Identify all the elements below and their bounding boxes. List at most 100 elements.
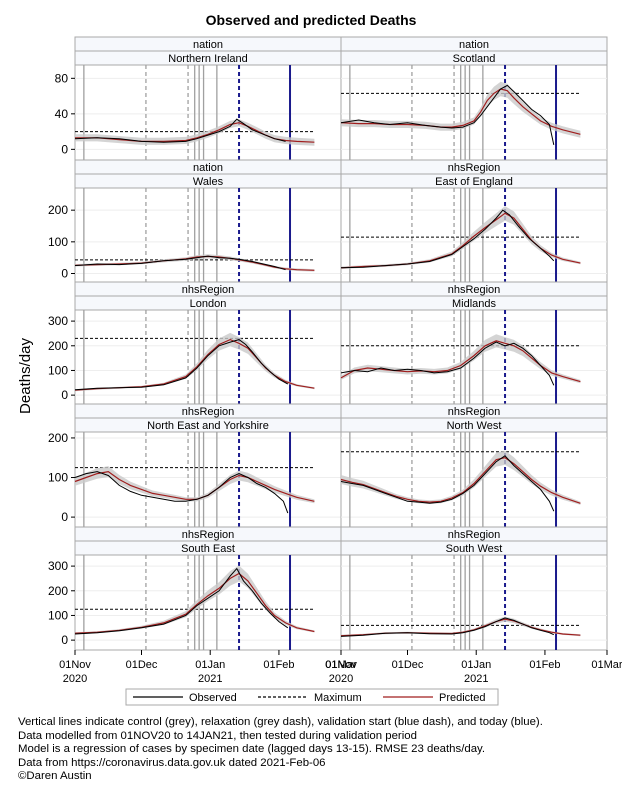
footer-line-copyright: ©Daren Austin	[18, 770, 92, 783]
panel-group-label: nation	[193, 39, 223, 51]
observed-line	[74, 118, 286, 143]
panel-name-label: Midlands	[452, 298, 497, 310]
y-tick-label: 200	[48, 584, 68, 598]
x-tick-year: 2021	[464, 673, 488, 685]
panel-group-label: nhsRegion	[182, 529, 235, 541]
x-tick-year: 2020	[63, 673, 87, 685]
panel-name-label: Northern Ireland	[168, 53, 248, 65]
panel-north-east-and-yorkshire: nhsRegion North East and Yorkshire 0 100 200	[48, 403, 342, 528]
y-tick-label: 80	[55, 71, 69, 85]
y-tick-label: 200	[48, 203, 68, 217]
observed-line	[340, 455, 555, 512]
prediction-band	[75, 466, 315, 504]
y-tick-label: 0	[61, 142, 68, 156]
panel-plot-frame	[74, 64, 342, 161]
observed-line	[340, 341, 555, 386]
chart-title: Observed and predicted Deaths	[206, 12, 417, 28]
footer-line-data-source: Data from https://coronavirus.data.gov.u…	[18, 756, 326, 769]
panel-name-label: Wales	[193, 176, 224, 188]
y-tick-label: 100	[48, 608, 68, 622]
panel-name-label: South West	[446, 543, 503, 555]
footer-line-vertical-lines: Vertical lines indicate control (grey), …	[18, 716, 543, 728]
panel-plot-frame	[74, 554, 342, 651]
y-tick-label: 100	[48, 363, 68, 377]
panel-east-of-england: nhsRegion East of England	[340, 159, 608, 284]
panel-south-west: nhsRegion South West	[340, 526, 608, 651]
panel-scotland: nation Scotland	[340, 36, 608, 161]
prediction-band	[341, 616, 581, 637]
panel-name-label: East of England	[435, 176, 513, 188]
x-tick-label: 01Nov	[325, 659, 357, 671]
x-tick-label: 01Mar	[325, 659, 357, 671]
panel-name-label: Scotland	[453, 53, 496, 65]
panel-name-label: London	[190, 298, 227, 310]
y-tick-label: 0	[61, 510, 68, 524]
x-axis-col-1: 01Nov 2020 01Dec 01Jan 2021 01Feb 01Mar	[59, 650, 357, 685]
legend-label: Observed	[189, 692, 237, 704]
y-tick-label: 100	[48, 471, 68, 485]
panel-name-label: North West	[447, 420, 502, 432]
y-tick-label: 200	[48, 339, 68, 353]
panel-group-label: nhsRegion	[448, 529, 501, 541]
y-axis-label: Deaths/day	[17, 338, 34, 414]
panel-london: nhsRegion London 0 100 200 300	[48, 281, 342, 406]
panel-plot-frame	[340, 64, 608, 161]
x-tick-year: 2021	[198, 673, 222, 685]
panel-name-label: South East	[181, 543, 235, 555]
observed-line	[74, 255, 286, 271]
y-tick-label: 100	[48, 235, 68, 249]
panel-group-label: nhsRegion	[182, 406, 235, 418]
panel-group-label: nhsRegion	[448, 284, 501, 296]
panel-group-label: nhsRegion	[448, 406, 501, 418]
observed-line	[340, 84, 555, 146]
x-tick-label: 01Jan	[461, 659, 491, 671]
prediction-band	[341, 206, 581, 270]
x-tick-year: 2020	[329, 673, 353, 685]
panel-midlands: nhsRegion Midlands	[340, 281, 608, 406]
panel-group-label: nation	[459, 39, 489, 51]
panel-south-east: nhsRegion South East 0 100 200 300	[48, 526, 342, 651]
x-axis-col-2: 01Nov 2020 01Dec 01Jan 2021 01Feb 01Mar	[325, 650, 622, 685]
y-tick-label: 300	[48, 314, 68, 328]
observed-line	[74, 471, 289, 514]
y-tick-label: 0	[61, 267, 68, 281]
x-tick-label: 01Dec	[126, 659, 158, 671]
observed-line	[74, 339, 289, 391]
legend-frame	[125, 688, 499, 706]
prediction-band	[341, 450, 581, 505]
x-tick-label: 01Mar	[591, 659, 622, 671]
x-tick-label: 01Feb	[529, 659, 560, 671]
legend-label: Maximum	[314, 692, 362, 704]
footer-line-modelling-period: Data modelled from 01NOV20 to 14JAN21, t…	[18, 729, 417, 742]
panel-grid: nation Northern Ireland 0 40 80 nation Scotlan…	[48, 36, 608, 651]
panel-wales: nation Wales 0 100 200	[48, 159, 342, 284]
predicted-line	[340, 340, 581, 383]
y-tick-label: 300	[48, 559, 68, 573]
legend-item-maximum: Maximum	[258, 692, 362, 704]
prediction-band	[75, 119, 315, 146]
legend-item-observed: Observed	[133, 692, 237, 704]
panel-group-label: nation	[193, 162, 223, 174]
footer-notes: Vertical lines indicate control (grey), …	[18, 716, 608, 784]
legend-item-predicted: Predicted	[383, 692, 485, 704]
panel-plot-frame	[74, 187, 342, 284]
y-tick-label: 0	[61, 633, 68, 647]
y-tick-label: 200	[48, 431, 68, 445]
observed-line	[74, 567, 289, 635]
x-tick-label: 01Dec	[392, 659, 424, 671]
panel-plot-frame	[340, 554, 608, 651]
predicted-line	[340, 457, 581, 504]
y-tick-label: 0	[61, 388, 68, 402]
y-tick-label: 40	[55, 107, 69, 121]
x-tick-label: 01Feb	[263, 659, 294, 671]
predicted-line	[340, 88, 581, 135]
legend-label: Predicted	[439, 692, 485, 704]
panel-group-label: nhsRegion	[448, 162, 501, 174]
panel-northern-ireland: nation Northern Ireland 0 40 80	[55, 36, 342, 161]
observed-line	[340, 617, 555, 637]
panel-group-label: nhsRegion	[182, 284, 235, 296]
panel-name-label: North East and Yorkshire	[147, 420, 269, 432]
x-tick-label: 01Jan	[195, 659, 225, 671]
chart-canvas: Observed and predicted Deaths Deaths/day…	[17, 12, 622, 706]
